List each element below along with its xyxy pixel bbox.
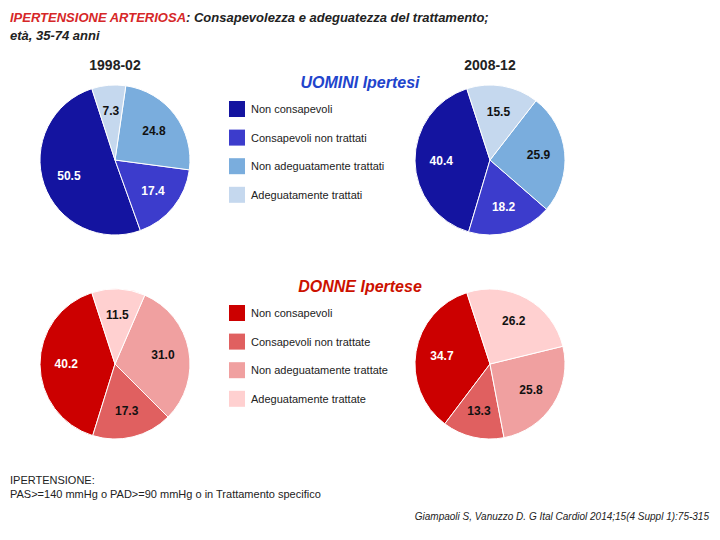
legend-item: Adeguatamente trattati bbox=[229, 187, 362, 203]
legend-label: Adeguatamente trattati bbox=[251, 189, 362, 201]
series-name: 1998-02 bbox=[89, 57, 141, 73]
legend-label: Adeguatamente trattate bbox=[251, 393, 366, 405]
pie-slice bbox=[115, 160, 189, 231]
data-label: 34.7 bbox=[430, 349, 454, 363]
data-label: 18.2 bbox=[492, 200, 516, 214]
figure: IPERTENSIONE ARTERIOSA: Consapevolezza e… bbox=[0, 0, 720, 540]
legend-item: Non consapevoli bbox=[229, 101, 332, 117]
title: IPERTENSIONE ARTERIOSA: Consapevolezza e… bbox=[10, 10, 489, 25]
legend-label: Consapevoli non trattate bbox=[251, 336, 370, 348]
legend-label: Consapevoli non trattati bbox=[251, 132, 367, 144]
data-label: 25.9 bbox=[527, 148, 551, 162]
data-label: 13.3 bbox=[467, 404, 491, 418]
legend-item: Non consapevoli bbox=[229, 305, 332, 321]
data-label: 26.2 bbox=[502, 314, 526, 328]
pie: 40.2 17.3 31.0 11.5 bbox=[40, 289, 190, 439]
pie: 50.5 17.4 24.8 7.3 bbox=[40, 85, 190, 235]
data-label: 7.3 bbox=[103, 104, 120, 118]
legend-swatch bbox=[229, 362, 245, 378]
legend-swatch bbox=[229, 305, 245, 321]
legend-item: Adeguatamente trattate bbox=[229, 391, 366, 407]
data-label: 40.2 bbox=[55, 357, 79, 371]
footnote: IPERTENSIONE: bbox=[10, 474, 95, 486]
series-name: 2008-12 bbox=[464, 57, 516, 73]
data-label: 24.8 bbox=[142, 124, 166, 138]
data-label: 11.5 bbox=[106, 308, 129, 322]
legend: Non consapevoli Consapevoli non trattati N… bbox=[229, 101, 384, 203]
data-label: 50.5 bbox=[57, 169, 81, 183]
citation: Giampaoli S, Vanuzzo D. G Ital Cardiol 2… bbox=[415, 511, 710, 522]
legend-swatch bbox=[229, 187, 245, 203]
subtitle: età, 35-74 anni bbox=[10, 28, 100, 43]
section-title: UOMINI Ipertesi bbox=[300, 74, 420, 91]
legend-item: Non adeguatamente trattate bbox=[229, 362, 388, 378]
legend-item: Consapevoli non trattati bbox=[229, 130, 367, 146]
legend-item: Non adeguatamente trattati bbox=[229, 158, 384, 174]
pie-slice bbox=[467, 289, 563, 364]
pie-slice bbox=[92, 85, 126, 160]
footnote: PAS>=140 mmHg o PAD>=90 mmHg o in Tratta… bbox=[10, 488, 321, 500]
data-label: 17.4 bbox=[141, 184, 165, 198]
legend-item: Consapevoli non trattate bbox=[229, 334, 370, 350]
legend-label: Non adeguatamente trattate bbox=[251, 364, 388, 376]
pie-section: UOMINI Ipertesi 1998-02 50.5 17.4 24.8 7.3 200… bbox=[40, 57, 565, 235]
legend-swatch bbox=[229, 158, 245, 174]
legend-swatch bbox=[229, 130, 245, 146]
title-rest: : Consapevolezza e adeguatezza del tratt… bbox=[186, 10, 489, 25]
data-label: 40.4 bbox=[430, 154, 454, 168]
pie-slice bbox=[92, 289, 145, 364]
legend-swatch bbox=[229, 101, 245, 117]
pie-section: DONNE Ipertese 40.2 17.3 31.0 11.5 34.7 13.3 25… bbox=[40, 278, 565, 439]
legend-label: Non consapevoli bbox=[251, 103, 332, 115]
data-label: 25.8 bbox=[519, 383, 543, 397]
legend: Non consapevoli Consapevoli non trattate N… bbox=[229, 305, 388, 407]
title-highlight: IPERTENSIONE ARTERIOSA bbox=[10, 10, 186, 25]
data-label: 17.3 bbox=[115, 404, 139, 418]
legend-label: Non consapevoli bbox=[251, 307, 332, 319]
data-label: 31.0 bbox=[151, 348, 175, 362]
pie: 40.4 18.2 25.9 15.5 bbox=[415, 85, 565, 235]
section-title: DONNE Ipertese bbox=[298, 278, 422, 295]
legend-swatch bbox=[229, 334, 245, 350]
pie-slice bbox=[467, 85, 536, 160]
data-label: 15.5 bbox=[487, 105, 511, 119]
pie: 34.7 13.3 25.8 26.2 bbox=[415, 289, 565, 439]
pie-slice bbox=[115, 86, 190, 170]
legend-swatch bbox=[229, 391, 245, 407]
legend-label: Non adeguatamente trattati bbox=[251, 160, 384, 172]
